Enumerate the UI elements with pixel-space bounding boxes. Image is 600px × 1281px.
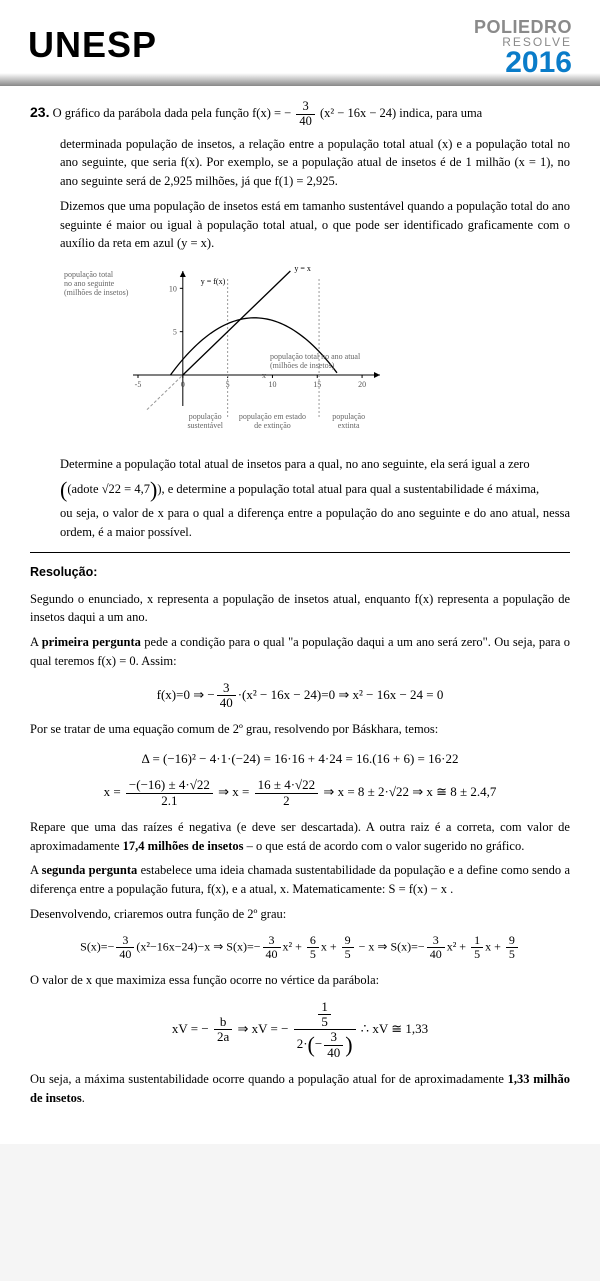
svg-text:-5: -5	[135, 380, 142, 389]
parabola-chart: -505101520510y = xy = f(x)população tota…	[60, 261, 570, 447]
resolution-p7: O valor de x que maximiza essa função oc…	[30, 971, 570, 990]
svg-text:população total no ano atual: população total no ano atual	[270, 352, 361, 361]
svg-text:15: 15	[313, 380, 321, 389]
exam-year: 2016	[474, 48, 572, 78]
svg-text:20: 20	[358, 380, 366, 389]
resolution-p2: A primeira pergunta pede a condição para…	[30, 633, 570, 671]
svg-text:população: população	[189, 412, 222, 421]
chart-svg: -505101520510y = xy = f(x)população tota…	[60, 261, 390, 441]
svg-text:de extinção: de extinção	[254, 421, 291, 430]
question-number: 23.	[30, 104, 49, 120]
resolution-p1: Segundo o enunciado, x representa a popu…	[30, 590, 570, 628]
exam-title: UNESP	[28, 18, 157, 72]
brand-block: POLIEDRO RESOLVE 2016	[474, 18, 572, 78]
question-statement-para2: Dizemos que uma população de insetos est…	[30, 197, 570, 253]
svg-text:população total: população total	[64, 270, 114, 279]
svg-text:0: 0	[181, 380, 185, 389]
resolution-p4: Repare que uma das raízes é negativa (e …	[30, 818, 570, 856]
svg-text:população: população	[332, 412, 365, 421]
determine-line3: ou seja, o valor de x para o qual a dife…	[30, 504, 570, 542]
svg-text:(milhões de insetos): (milhões de insetos)	[64, 288, 129, 297]
svg-text:x: x	[262, 371, 266, 380]
svg-text:população em estado: população em estado	[239, 412, 306, 421]
brand-name: POLIEDRO	[474, 18, 572, 36]
svg-text:sustentável: sustentável	[187, 421, 223, 430]
svg-text:10: 10	[268, 380, 276, 389]
resolution-p6: Desenvolvendo, criaremos outra função de…	[30, 905, 570, 924]
equation-vertex: xV = − b2a ⇒ xV = − 15 2·(−340) ∴ xV ≅ 1…	[30, 1000, 570, 1060]
resolution-p3: Por se tratar de uma equação comum de 2º…	[30, 720, 570, 739]
equation-delta: Δ = (−16)² − 4·1·(−24) = 16·16 + 4·24 = …	[30, 749, 570, 769]
question-statement-rest: determinada população de insetos, a rela…	[30, 135, 570, 191]
svg-text:y = f(x): y = f(x)	[201, 277, 226, 286]
page-content: 23. O gráfico da parábola dada pela funç…	[0, 86, 600, 1144]
svg-text:5: 5	[173, 328, 177, 337]
svg-text:extinta: extinta	[338, 421, 360, 430]
svg-text:(milhões de insetos): (milhões de insetos)	[270, 361, 335, 370]
separator	[30, 552, 570, 553]
resolution-p8: Ou seja, a máxima sustentabilidade ocorr…	[30, 1070, 570, 1108]
page-header: UNESP POLIEDRO RESOLVE 2016	[0, 0, 600, 86]
svg-text:10: 10	[169, 284, 177, 293]
equation-Sx: S(x)=−340(x²−16x−24)−x ⇒ S(x)=−340x² + 6…	[30, 934, 570, 961]
determine-line2: ((adote √22 = 4,7)), e determine a popul…	[30, 480, 570, 499]
equation-bhaskara: x = −(−16) ± 4·√222.1 ⇒ x = 16 ± 4·√222 …	[30, 778, 570, 808]
resolution-heading: Resolução:	[30, 563, 570, 582]
determine-line1: Determine a população total atual de ins…	[30, 455, 570, 474]
svg-text:y = x: y = x	[294, 264, 311, 273]
question-statement-line1: 23. O gráfico da parábola dada pela funç…	[30, 100, 570, 129]
equation-1: f(x)=0 ⇒ −340·(x² − 16x − 24)=0 ⇒ x² − 1…	[30, 681, 570, 711]
resolution-p5: A segunda pergunta estabelece uma ideia …	[30, 861, 570, 899]
svg-text:no ano seguinte: no ano seguinte	[64, 279, 115, 288]
